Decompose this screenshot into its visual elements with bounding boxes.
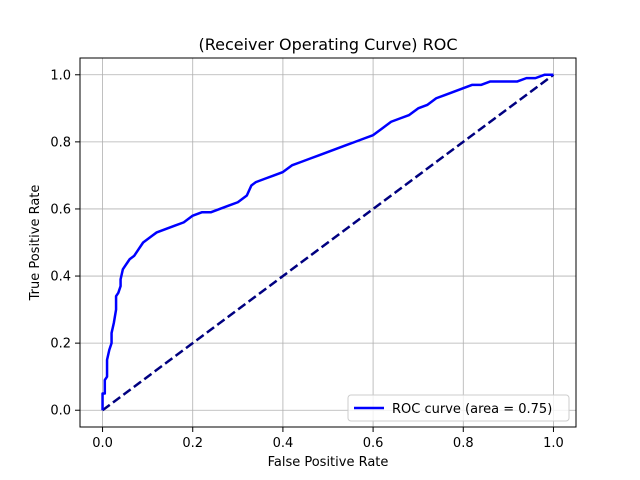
legend-label-roc: ROC curve (area = 0.75) (392, 402, 552, 417)
y-tick-label: 0.2 (50, 337, 71, 352)
y-tick-label: 0.8 (50, 135, 71, 150)
chance-diagonal-line (101, 73, 555, 412)
y-tick-label: 0.0 (50, 404, 71, 419)
x-tick-label: 1.0 (543, 436, 564, 451)
x-axis-label: False Positive Rate (268, 455, 389, 470)
legend-box (347, 394, 570, 422)
x-tick-label: 0.8 (453, 436, 474, 451)
x-tick-label: 0.2 (182, 436, 203, 451)
y-tick-label: 1.0 (50, 68, 71, 83)
chart-title: (Receiver Operating Curve) ROC (198, 35, 457, 54)
x-tick-label: 0.0 (92, 436, 113, 451)
x-tick-label: 0.6 (363, 436, 384, 451)
axis-ticks: 0.0 0.2 0.4 0.6 0.8 1.0 0.0 0.2 0.4 0.6 0.8 1.0 (50, 68, 563, 451)
legend: ROC curve (area = 0.75) (347, 394, 570, 422)
x-tick-label: 0.4 (273, 436, 294, 451)
plot-frame (79, 57, 577, 428)
y-axis-label: True Positive Rate (28, 185, 43, 302)
grid-lines (80, 58, 576, 427)
y-tick-label: 0.6 (50, 202, 71, 217)
roc-curve-line (101, 73, 554, 411)
plot-series (101, 73, 555, 412)
y-tick-label: 0.4 (50, 270, 71, 285)
